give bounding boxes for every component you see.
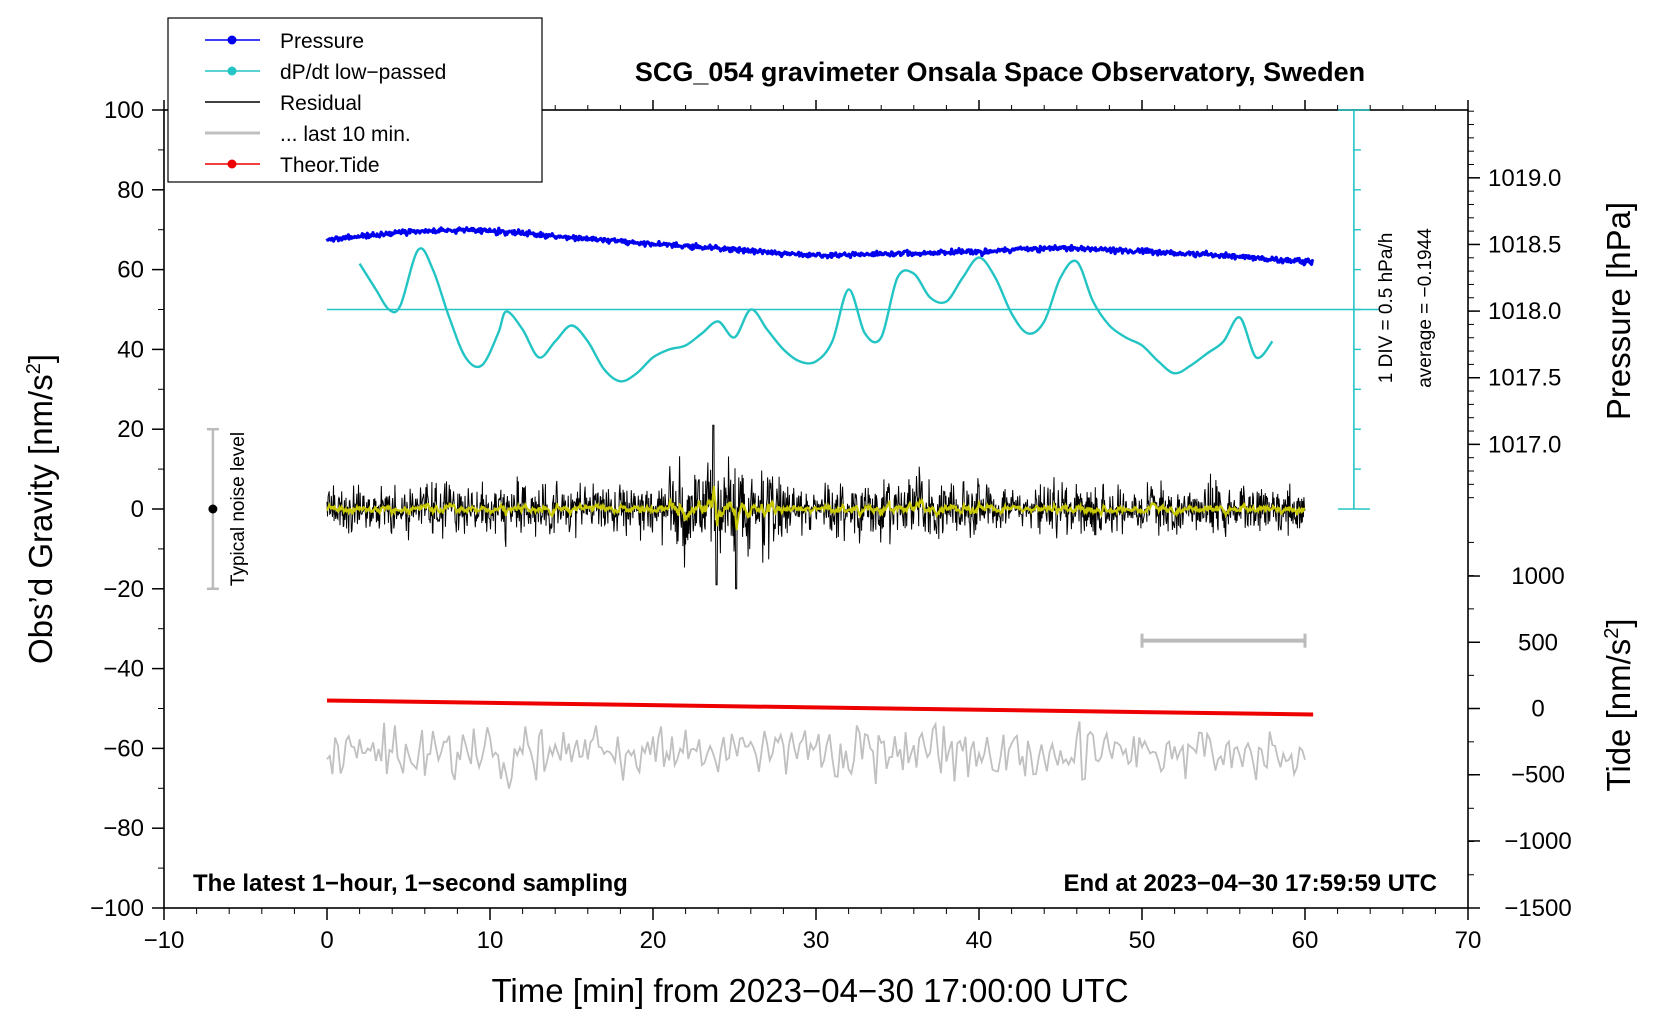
y-tick-label: 0 [131, 496, 144, 523]
footnote-end-time: End at 2023−04−30 17:59:59 UTC [1063, 870, 1437, 897]
x-tick-label: −10 [144, 927, 185, 954]
y-tick-label: −60 [103, 735, 144, 762]
y-tick-label: 40 [117, 336, 144, 363]
legend-swatch-dot [227, 66, 237, 76]
dpdt-line [358, 247, 1274, 383]
legend-label: Residual [280, 92, 362, 115]
y-axis-title-tide: Tide [nm/s2] [1600, 618, 1637, 791]
legend-label: ... last 10 min. [280, 123, 411, 146]
residual-line [326, 424, 1306, 590]
y-tick-label: 20 [117, 416, 144, 443]
legend: Pressure dP/dt low−passed Residual ... last… [167, 17, 543, 183]
x-tick-label: 0 [320, 927, 333, 954]
residual-smoothed-line [326, 485, 1306, 531]
x-tick-label: 40 [966, 927, 993, 954]
tide-tick-label: −500 [1511, 762, 1565, 789]
last-10-min-line [326, 721, 1306, 789]
chart-title: SCG_054 gravimeter Onsala Space Observat… [635, 57, 1365, 87]
x-tick-label: 30 [803, 927, 830, 954]
pressure-series [325, 226, 1315, 267]
x-tick-label: 50 [1129, 927, 1156, 954]
y-tick-label: −20 [103, 576, 144, 603]
tide-tick-label: −1500 [1504, 895, 1571, 922]
pressure-tick-label: 1019.0 [1488, 165, 1561, 192]
legend-label: Theor.Tide [280, 154, 380, 177]
tide-tick-label: 500 [1518, 629, 1558, 656]
y-axis-title-pressure: Pressure [hPa] [1600, 202, 1637, 420]
x-tick-label: 70 [1455, 927, 1482, 954]
x-tick-label: 60 [1292, 927, 1319, 954]
y-tick-label: 100 [104, 97, 144, 124]
dpdt-series [358, 247, 1274, 383]
y-tick-label: −100 [90, 895, 144, 922]
tide-tick-label: 0 [1531, 696, 1544, 723]
pressure-tick-label: 1018.5 [1488, 231, 1561, 258]
x-tick-label: 20 [640, 927, 667, 954]
y-tick-label: 80 [117, 177, 144, 204]
dpdt-scale-bar [1337, 109, 1370, 510]
dpdt-average-label: average = −0.1944 [1415, 228, 1436, 388]
pressure-axis-ticks: 1019.0 1018.5 1018.0 1017.5 1017.0 [1468, 110, 1561, 499]
x-axis-ticks: −10 0 10 20 30 40 50 60 70 [144, 100, 1482, 954]
residual-series [326, 424, 1306, 590]
tide-tick-label: −1000 [1504, 828, 1571, 855]
y-axis-title-left: Obs’d Gravity [nm/s2] [22, 354, 59, 664]
y-tick-label: −40 [103, 656, 144, 683]
ten-minute-bar [1140, 633, 1307, 648]
noise-bar-center [208, 504, 218, 514]
legend-swatch-dot [227, 35, 237, 45]
noise-level-label: Typical noise level [228, 432, 249, 586]
pressure-tick-label: 1018.0 [1488, 298, 1561, 325]
last-10-min-series [326, 721, 1306, 789]
pressure-line [325, 226, 1315, 267]
tide-line [326, 698, 1314, 717]
typical-noise-bar [206, 427, 219, 591]
tide-axis-ticks: 1000 500 0 −500 −1000 −1500 [1468, 541, 1572, 922]
y-axis-ticks: 100 80 60 40 20 0 −20 −40 −60 −80 −100 [90, 97, 164, 922]
legend-box [167, 17, 543, 183]
footnote-sampling: The latest 1−hour, 1−second sampling [193, 870, 628, 897]
theoretical-tide-series [326, 698, 1314, 717]
legend-label: dP/dt low−passed [280, 61, 446, 84]
x-axis-title: Time [min] from 2023−04−30 17:00:00 UTC [491, 972, 1128, 1009]
pressure-tick-label: 1017.5 [1488, 365, 1561, 392]
legend-label: Pressure [280, 30, 364, 53]
x-tick-label: 10 [477, 927, 504, 954]
y-tick-label: 60 [117, 257, 144, 284]
pressure-tick-label: 1017.0 [1488, 431, 1561, 458]
y-tick-label: −80 [103, 815, 144, 842]
dpdt-division-label: 1 DIV = 0.5 hPa/h [1376, 233, 1397, 384]
legend-swatch-dot [227, 159, 237, 169]
tide-tick-label: 1000 [1511, 563, 1564, 590]
